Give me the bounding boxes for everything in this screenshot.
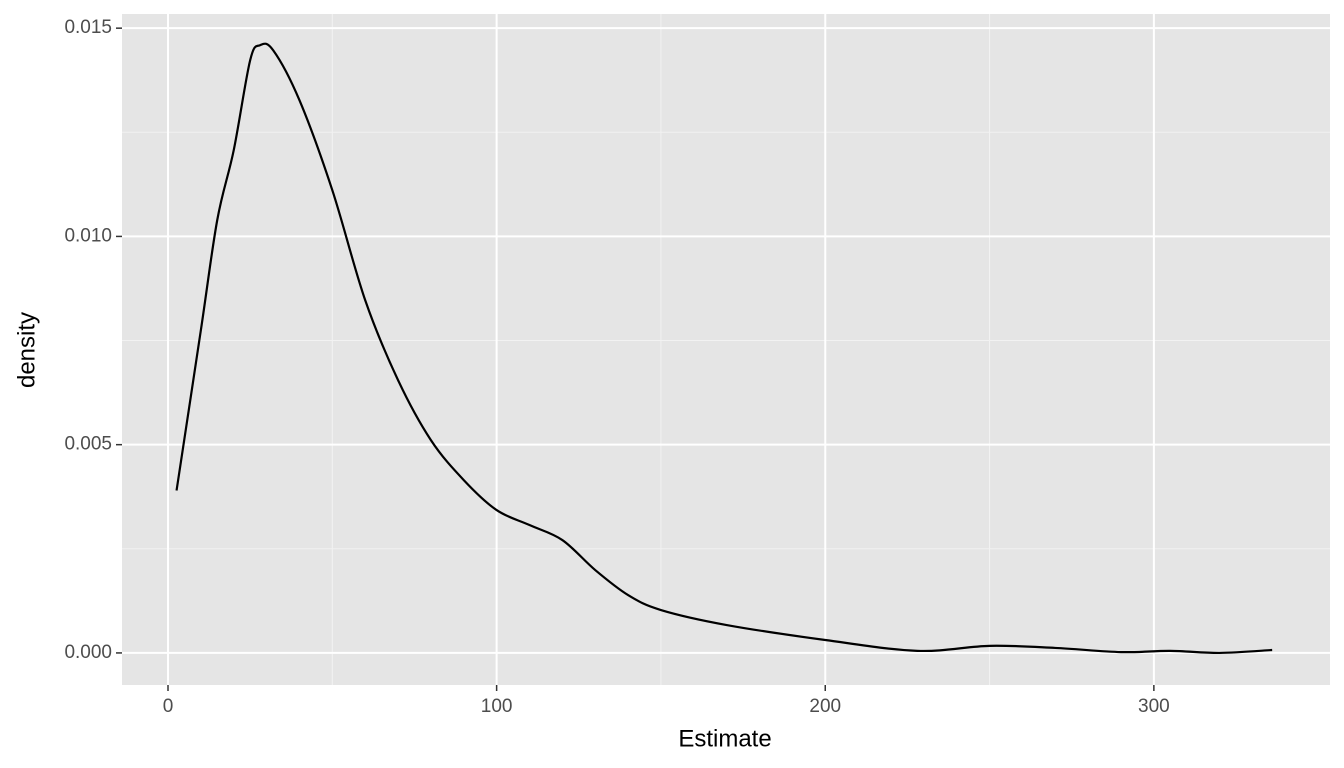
y-tick-label: 0.005 [64, 434, 112, 455]
x-tick-label: 0 [163, 696, 174, 717]
x-tick-label: 100 [481, 696, 513, 717]
x-tick-label: 300 [1138, 696, 1170, 717]
x-tick-label: 200 [809, 696, 841, 717]
density-line [175, 42, 1273, 655]
y-axis-title: density [13, 312, 40, 388]
y-tick-label: 0.000 [64, 642, 112, 663]
x-axis-title: Estimate [678, 725, 771, 752]
y-tick-label: 0.015 [64, 17, 112, 38]
panel [122, 14, 1330, 685]
y-tick-label: 0.010 [64, 225, 112, 246]
